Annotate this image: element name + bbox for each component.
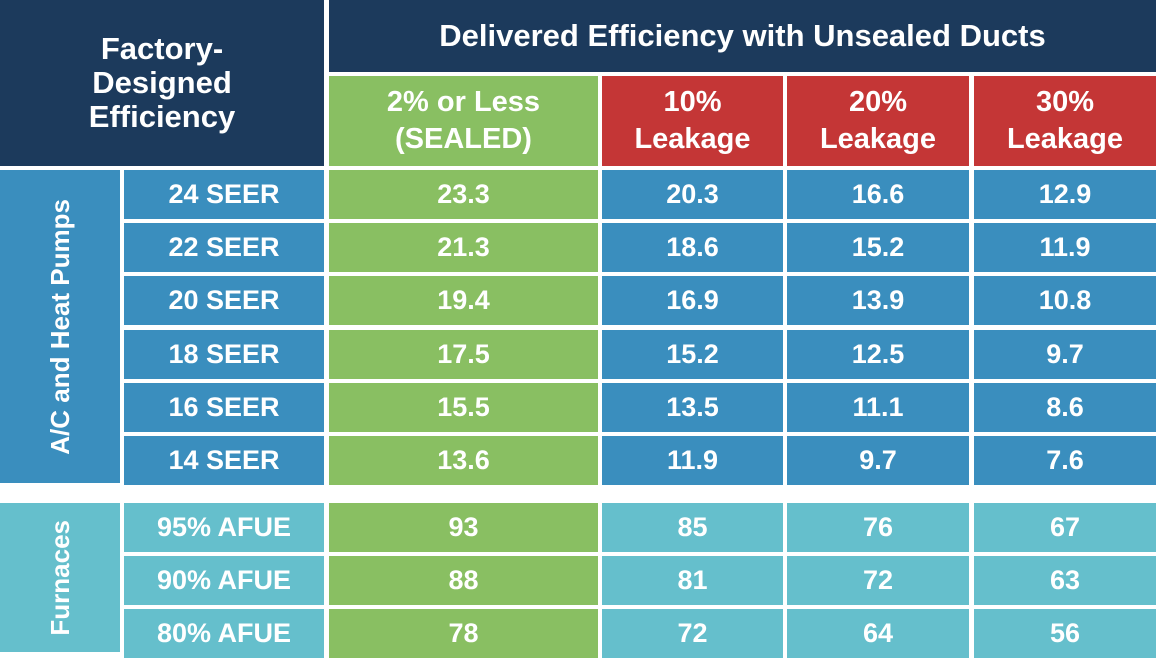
row-label: 95% AFUE: [124, 503, 324, 552]
column-header-line2: Leakage: [819, 123, 937, 155]
leakage-value-cell: 72: [787, 556, 969, 605]
row-label: 20 SEER: [124, 276, 324, 326]
sealed-value-cell: 93: [329, 503, 598, 552]
leakage-value-cell: 16.6: [787, 170, 969, 219]
leakage-value-cell: 63: [974, 556, 1156, 605]
leakage-value-cell: 11.1: [787, 382, 969, 432]
column-header-line1: 10%: [663, 86, 722, 118]
leakage-value-cell: 72: [602, 609, 783, 658]
leakage-value-cell: 56: [974, 609, 1156, 658]
sealed-value-cell: 19.4: [329, 276, 598, 326]
leakage-value-cell: 76: [787, 503, 969, 552]
sealed-value-cell: 21.3: [329, 223, 598, 273]
factory-designed-efficiency-header: Factory- Designed Efficiency: [0, 0, 324, 166]
sealed-value-cell: 15.5: [329, 382, 598, 432]
leakage-value-cell: 12.9: [974, 170, 1156, 219]
group-label-furnaces: Furnaces: [0, 503, 120, 652]
leakage-value-cell: 8.6: [974, 382, 1156, 432]
leakage-value-cell: 13.5: [602, 382, 783, 432]
row-label: 18 SEER: [124, 329, 324, 379]
sealed-value-cell: 23.3: [329, 170, 598, 219]
row-label: 22 SEER: [124, 223, 324, 273]
delivered-efficiency-header: Delivered Efficiency with Unsealed Ducts: [329, 0, 1156, 72]
column-header-10-leakage: 10% Leakage: [602, 76, 783, 166]
leakage-value-cell: 12.5: [787, 329, 969, 379]
leakage-value-cell: 15.2: [602, 329, 783, 379]
corner-header-line: Efficiency: [88, 99, 236, 134]
sealed-value-cell: 78: [329, 609, 598, 658]
leakage-value-cell: 20.3: [602, 170, 783, 219]
leakage-value-cell: 9.7: [787, 436, 969, 485]
leakage-value-cell: 64: [787, 609, 969, 658]
delivered-efficiency-title: Delivered Efficiency with Unsealed Ducts: [439, 18, 1046, 53]
column-header-30-leakage: 30% Leakage: [974, 76, 1156, 166]
column-header-line2: Leakage: [634, 123, 751, 155]
leakage-value-cell: 11.9: [602, 436, 783, 485]
sealed-value-cell: 88: [329, 556, 598, 605]
leakage-value-cell: 85: [602, 503, 783, 552]
column-header-sealed: 2% or Less (SEALED): [329, 76, 598, 166]
row-label: 80% AFUE: [124, 609, 324, 658]
leakage-value-cell: 15.2: [787, 223, 969, 273]
leakage-value-cell: 67: [974, 503, 1156, 552]
row-label: 90% AFUE: [124, 556, 324, 605]
group-label-text: A/C and Heat Pumps: [44, 198, 75, 455]
leakage-value-cell: 13.9: [787, 276, 969, 326]
column-header-line1: 20%: [848, 86, 908, 118]
row-label: 14 SEER: [124, 436, 324, 485]
column-header-line2: Leakage: [1006, 123, 1124, 155]
column-header-line1: 30%: [1035, 86, 1095, 118]
leakage-value-cell: 16.9: [602, 276, 783, 326]
column-header-20-leakage: 20% Leakage: [787, 76, 969, 166]
sealed-value-cell: 13.6: [329, 436, 598, 485]
row-label: 16 SEER: [124, 382, 324, 432]
sealed-value-cell: 17.5: [329, 329, 598, 379]
row-label: 24 SEER: [124, 170, 324, 219]
leakage-value-cell: 81: [602, 556, 783, 605]
corner-header-line: Factory-: [100, 31, 224, 66]
group-label-text: Furnaces: [44, 519, 75, 636]
leakage-value-cell: 18.6: [602, 223, 783, 273]
group-label-ac-heat-pumps: A/C and Heat Pumps: [0, 170, 120, 483]
column-header-line1: 2% or Less: [386, 86, 541, 118]
column-header-line2: (SEALED): [395, 123, 532, 155]
leakage-value-cell: 10.8: [974, 276, 1156, 326]
leakage-value-cell: 11.9: [974, 223, 1156, 273]
leakage-value-cell: 9.7: [974, 329, 1156, 379]
corner-header-line: Designed: [92, 65, 232, 100]
leakage-value-cell: 7.6: [974, 436, 1156, 485]
